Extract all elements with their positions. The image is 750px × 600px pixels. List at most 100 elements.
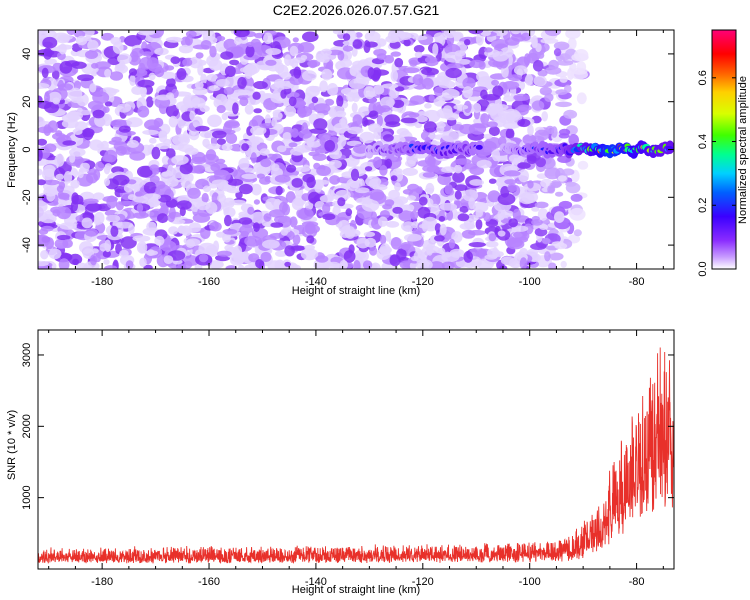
noise-blob: [62, 140, 76, 146]
noise-blob: [178, 144, 194, 153]
noise-blob: [72, 258, 79, 266]
noise-blob: [94, 216, 101, 226]
noise-blob: [524, 74, 534, 86]
noise-blob: [313, 118, 328, 131]
noise-blob: [510, 30, 521, 35]
noise-blob: [42, 168, 57, 181]
noise-blob: [298, 129, 312, 139]
noise-blob: [272, 111, 283, 120]
noise-blob: [189, 110, 196, 121]
noise-blob: [128, 224, 135, 235]
noise-blob: [441, 130, 460, 142]
noise-blob: [565, 182, 581, 194]
noise-blob: [353, 260, 361, 269]
noise-blob: [59, 61, 73, 74]
noise-blob: [304, 244, 315, 251]
noise-blob: [38, 260, 49, 267]
noise-blob: [511, 225, 529, 232]
noise-blob: [478, 61, 486, 70]
noise-blob: [504, 37, 520, 46]
noise-blob: [361, 199, 380, 212]
noise-blob: [485, 106, 500, 115]
noise-blob: [347, 126, 364, 135]
noise-blob: [573, 229, 582, 237]
noise-blob: [379, 105, 391, 113]
noise-blob: [90, 254, 97, 266]
noise-blob: [253, 199, 260, 205]
noise-blob: [328, 159, 342, 169]
snr-x-tick-label: -80: [629, 576, 645, 588]
noise-blob: [517, 104, 532, 112]
noise-blob: [394, 182, 401, 192]
noise-blob: [519, 257, 528, 269]
noise-blob: [123, 183, 134, 193]
noise-blob: [540, 38, 559, 44]
noise-blob: [555, 191, 564, 197]
noise-blob: [251, 183, 262, 196]
noise-blob: [142, 129, 160, 136]
snr-x-tick-label: -180: [91, 576, 113, 588]
colorbar: 0.0 0.2 0.4 0.6 Normalized spectral amplitu…: [697, 29, 749, 277]
noise-blob: [149, 175, 160, 184]
noise-blob: [418, 223, 435, 229]
noise-blob: [491, 149, 501, 162]
noise-blob: [295, 166, 311, 173]
noise-blob: [544, 93, 554, 102]
noise-blob: [157, 213, 169, 224]
noise-blob: [291, 178, 303, 188]
noise-blob: [44, 143, 57, 153]
noise-blob: [38, 148, 43, 162]
noise-blob: [192, 87, 208, 96]
noise-blob: [390, 51, 402, 57]
spectrogram-x-tick-label: -180: [91, 276, 113, 288]
noise-blob: [143, 181, 157, 194]
noise-blob: [194, 81, 204, 90]
noise-blob: [250, 125, 267, 136]
noise-blob: [262, 239, 280, 249]
noise-blob: [376, 114, 383, 127]
noise-blob: [104, 265, 118, 269]
noise-blob: [138, 243, 146, 253]
noise-blob: [507, 237, 523, 248]
noise-blob: [405, 204, 415, 212]
noise-blob: [101, 32, 114, 41]
noise-blob: [110, 225, 119, 237]
spectrogram-x-ticks: -180 -160 -140 -120 -100 -80: [48, 30, 664, 288]
noise-blob: [131, 47, 144, 58]
noise-blob: [475, 32, 484, 46]
noise-blob: [306, 176, 316, 188]
noise-blob: [152, 167, 160, 175]
noise-blob: [327, 83, 339, 96]
noise-blob: [478, 248, 487, 256]
noise-blob: [271, 117, 278, 127]
noise-blob: [319, 80, 328, 93]
noise-blob: [259, 148, 270, 156]
noise-blob: [239, 96, 249, 107]
noise-blob: [497, 230, 506, 237]
noise-blob: [390, 237, 402, 250]
noise-blob: [211, 179, 229, 186]
noise-blob: [170, 56, 181, 64]
noise-blob: [384, 199, 395, 207]
spectrogram-y-tick-label: 20: [21, 96, 33, 108]
noise-blob: [551, 126, 558, 138]
noise-blob: [177, 227, 193, 234]
noise-blob: [52, 69, 60, 80]
snr-plot-area: [38, 347, 674, 564]
noise-blob: [293, 66, 302, 79]
noise-blob: [212, 240, 220, 253]
noise-blob: [79, 162, 90, 171]
spectrogram-x-tick-label: -140: [305, 276, 327, 288]
noise-blob: [410, 210, 419, 220]
noise-blob: [459, 123, 475, 135]
noise-blob: [464, 39, 471, 46]
noise-blob: [41, 67, 49, 79]
noise-blob: [422, 172, 436, 178]
noise-blob: [38, 234, 51, 247]
noise-blob: [433, 86, 444, 97]
spectrogram-y-tick-label: -20: [21, 189, 33, 205]
noise-blob: [104, 149, 118, 163]
spectrogram-panel: -180 -160 -140 -120 -100 -80 -40 -20 0 20 40 Heig…: [6, 29, 675, 297]
noise-blob: [390, 69, 399, 82]
noise-blob: [558, 133, 570, 139]
